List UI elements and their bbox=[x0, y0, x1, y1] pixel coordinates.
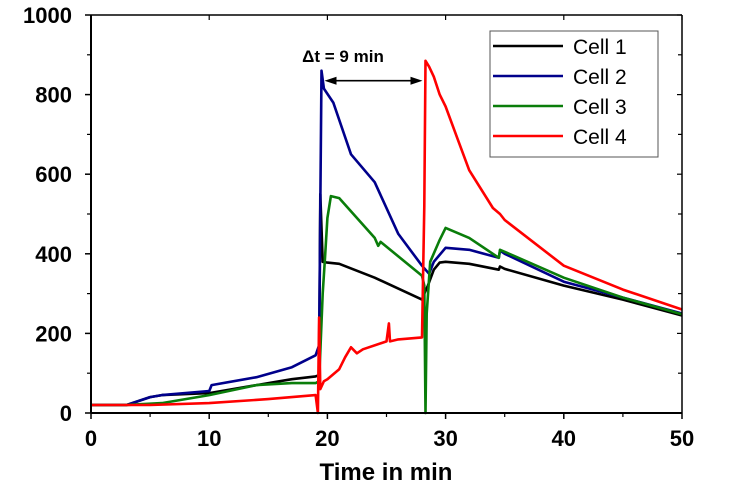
legend-label-2: Cell 2 bbox=[573, 66, 627, 89]
x-tick-label: 0 bbox=[85, 426, 97, 451]
y-tick-label: 600 bbox=[35, 162, 72, 187]
annotation-arrowhead-right bbox=[410, 76, 423, 85]
y-tick-label: 0 bbox=[60, 401, 72, 426]
x-tick-label: 30 bbox=[433, 426, 457, 451]
legend: Cell 1 Cell 2 Cell 3 Cell 4 bbox=[489, 30, 659, 158]
y-tick-label: 800 bbox=[35, 83, 72, 108]
y-tick-label: 200 bbox=[35, 321, 72, 346]
legend-label-3: Cell 3 bbox=[573, 96, 627, 119]
delta-t-annotation: Δt = 9 min bbox=[302, 47, 423, 85]
ticks: 0 10 20 30 40 50 0 200 400 600 800 1000 bbox=[23, 3, 694, 451]
annotation-arrowhead-left bbox=[324, 76, 337, 85]
annotation-label: Δt = 9 min bbox=[302, 47, 384, 66]
x-tick-label: 40 bbox=[552, 426, 576, 451]
y-tick-label: 1000 bbox=[23, 3, 72, 28]
x-tick-label: 50 bbox=[670, 426, 694, 451]
series-line-4 bbox=[91, 59, 683, 415]
x-axis-title: Time in min bbox=[320, 459, 453, 486]
x-tick-label: 10 bbox=[197, 426, 221, 451]
legend-label-1: Cell 1 bbox=[573, 36, 627, 59]
x-tick-label: 20 bbox=[315, 426, 339, 451]
series-layer bbox=[91, 59, 683, 415]
series-line-1 bbox=[91, 192, 683, 407]
series-line-3 bbox=[91, 194, 683, 415]
y-tick-label: 400 bbox=[35, 242, 72, 267]
legend-label-4: Cell 4 bbox=[573, 126, 627, 149]
